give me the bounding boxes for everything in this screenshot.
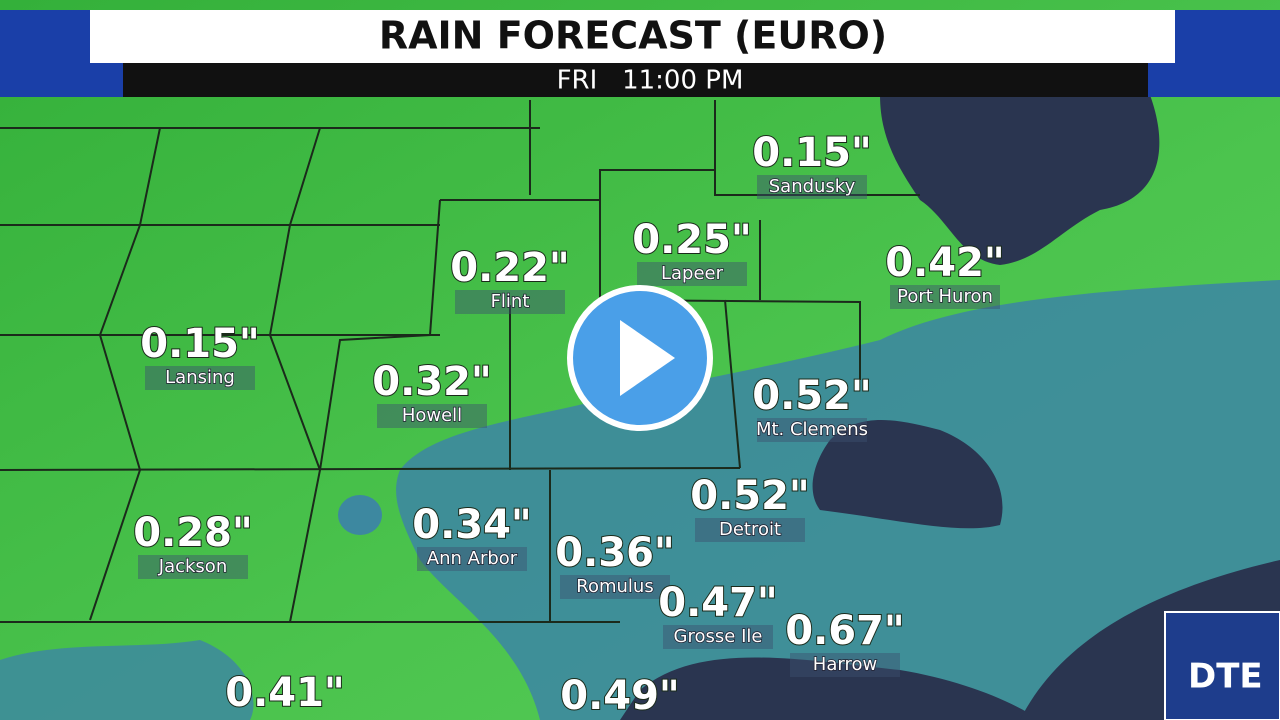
city-name: Lansing [165, 367, 235, 388]
name-strip [695, 518, 805, 542]
name-strip [757, 175, 867, 199]
rain-amount: 0.32" [372, 359, 492, 405]
logo-box [1164, 611, 1280, 720]
rain-amount: 0.36" [555, 530, 675, 576]
rain-amount: 0.52" [690, 473, 810, 519]
city-name: Detroit [719, 519, 781, 540]
city-name: Port Huron [897, 286, 993, 307]
city-name: Grosse Ile [674, 626, 763, 647]
play-button[interactable] [567, 285, 713, 431]
name-strip [145, 366, 255, 390]
city-name: Howell [402, 405, 462, 426]
county-lines [0, 100, 920, 623]
city-name: Mt. Clemens [756, 419, 868, 440]
name-strip [757, 418, 867, 442]
lake-st-clair [812, 420, 1003, 529]
rain-amount: 0.42" [885, 240, 1005, 286]
lake-huron [880, 95, 1160, 265]
city-name: Jackson [158, 556, 227, 577]
rain-area [338, 495, 382, 535]
name-strip [890, 285, 1000, 309]
play-icon[interactable] [620, 320, 675, 396]
city-name: Sandusky [769, 176, 856, 197]
rain-amount: 0.47" [658, 580, 778, 626]
city-name: Romulus [576, 576, 653, 597]
rain-amount: 0.15" [140, 321, 260, 367]
name-strip [377, 404, 487, 428]
lake-erie [620, 657, 1040, 720]
city-name: Lapeer [661, 263, 724, 284]
rain-amount: 0.28" [133, 510, 253, 556]
title-bar [90, 10, 1175, 63]
subtitle: FRI 11:00 PM [557, 66, 744, 96]
city-name: Harrow [813, 654, 877, 675]
rain-amount: 0.49" [560, 673, 680, 719]
rain-amount: 0.41" [225, 670, 345, 716]
name-strip [138, 555, 248, 579]
rain-amount: 0.67" [785, 608, 905, 654]
city-name: Ann Arbor [427, 548, 518, 569]
name-strip [560, 575, 670, 599]
title: RAIN FORECAST (EURO) [379, 14, 887, 58]
name-strip [417, 547, 527, 571]
name-strip [637, 262, 747, 286]
name-strip [663, 625, 773, 649]
city-name: Flint [491, 291, 530, 312]
rain-amount: 0.34" [412, 502, 532, 548]
name-strip [455, 290, 565, 314]
subtitle-bar [123, 63, 1148, 97]
rain-amount: 0.25" [632, 217, 752, 263]
name-strip [790, 653, 900, 677]
rain-amount: 0.22" [450, 245, 570, 291]
logo: DTE [1188, 657, 1263, 697]
rain-amount: 0.15" [752, 130, 872, 176]
rain-area [0, 640, 254, 720]
rain-amount: 0.52" [752, 373, 872, 419]
